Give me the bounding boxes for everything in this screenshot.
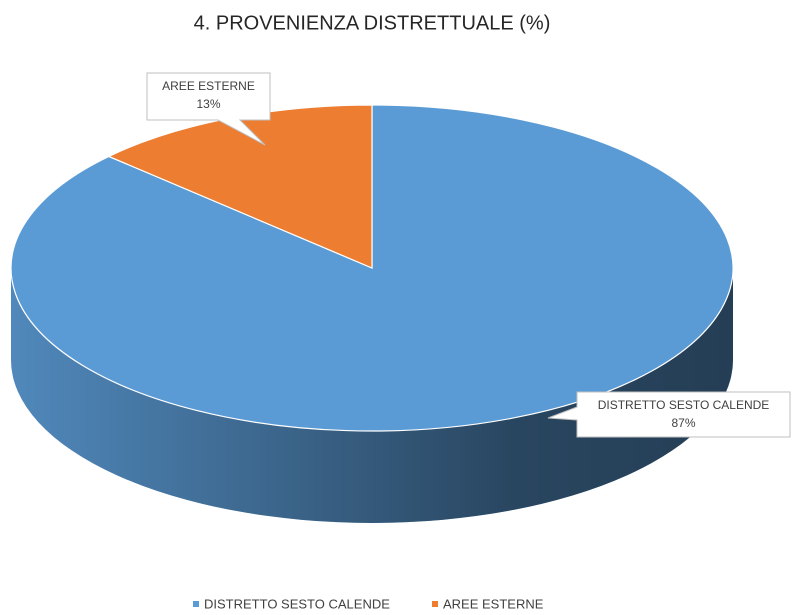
legend-label: AREE ESTERNE	[443, 596, 544, 611]
data-label-category: AREE ESTERNE	[162, 79, 255, 93]
data-label-category: DISTRETTO SESTO CALENDE	[598, 398, 770, 412]
data-label: 87%	[671, 416, 695, 430]
legend-marker	[432, 601, 438, 607]
chart-title: 4. PROVENIENZA DISTRETTUALE (%)	[194, 12, 551, 34]
callout-box	[547, 391, 791, 438]
legend-marker	[193, 601, 199, 607]
slice-side-shade	[11, 268, 733, 523]
legend-label: DISTRETTO SESTO CALENDE	[204, 596, 390, 611]
callout-box	[146, 72, 271, 146]
data-label: 13%	[196, 97, 220, 111]
